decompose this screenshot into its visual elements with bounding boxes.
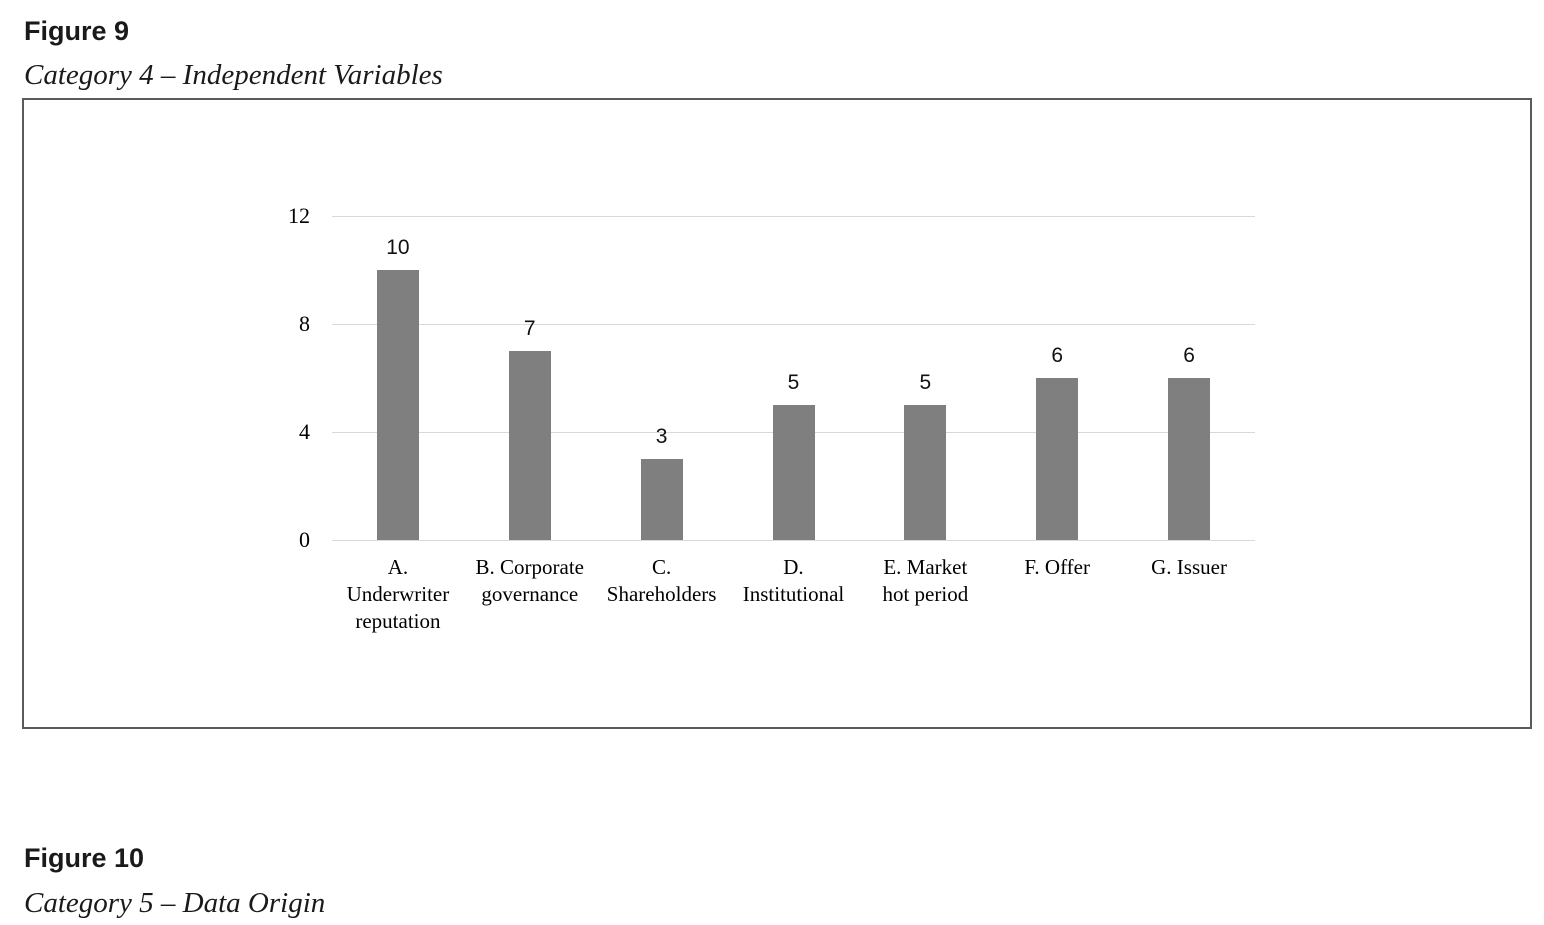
- bar-value-label: 3: [655, 425, 668, 448]
- x-category-label: D. Institutional: [742, 555, 845, 606]
- gridline-y0: [332, 539, 1255, 541]
- bar-value-label: 7: [523, 317, 536, 340]
- figure9-caption-title: Category 4 – Independent Variables: [24, 59, 443, 91]
- bar-3: [640, 459, 683, 540]
- figure10-caption-title: Category 5 – Data Origin: [24, 887, 326, 919]
- bar-1: [376, 270, 419, 540]
- y-axis-tick-label: 8: [299, 311, 310, 336]
- bar-2: [508, 351, 551, 540]
- x-category-label: C. Shareholders: [606, 555, 717, 606]
- bar-value-label: 6: [1051, 344, 1064, 367]
- bar-7: [1168, 378, 1211, 540]
- bar-5: [904, 405, 947, 540]
- figure10-caption-label: Figure 10: [24, 843, 145, 873]
- figure9-caption-label: Figure 9: [24, 16, 130, 46]
- bar-value-label: 5: [919, 371, 932, 394]
- bar-value-label: 6: [1183, 344, 1195, 367]
- y-axis-tick-label: 12: [288, 203, 310, 228]
- x-category-label: A. Underwriter reputation: [346, 555, 450, 633]
- y-axis-tick-label: 4: [299, 419, 310, 444]
- x-category-label: G. Issuer: [1151, 555, 1227, 579]
- bar-value-label: 5: [787, 371, 800, 394]
- bar-4: [772, 405, 815, 540]
- bar-chart-plot-area: 0 4 8 12 10 A. Underwriter reputation 7 B. Corp…: [288, 205, 1255, 633]
- gridline-y8: [332, 323, 1255, 325]
- x-category-label: E. Market hot period: [882, 555, 969, 606]
- y-axis-tick-label: 0: [299, 527, 310, 552]
- figure9-chart-frame: 0 4 8 12 10 A. Underwriter reputation 7 B. Corp…: [22, 98, 1532, 729]
- x-category-label: F. Offer: [1024, 555, 1090, 579]
- bar-value-label: 10: [386, 236, 410, 259]
- bar-6: [1036, 378, 1079, 540]
- gridline-y12: [332, 215, 1255, 217]
- x-category-label: B. Corporate governance: [475, 555, 584, 606]
